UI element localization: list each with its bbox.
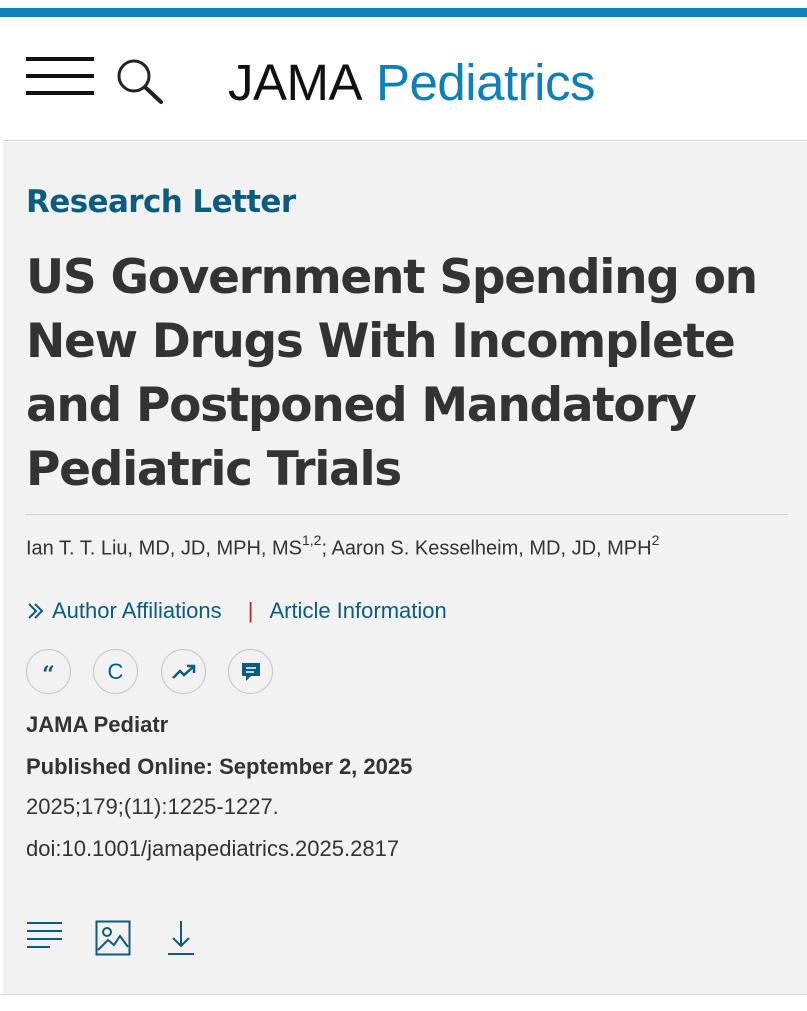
search-icon[interactable] bbox=[115, 57, 165, 105]
logo-pediatrics: Pediatrics bbox=[376, 54, 595, 111]
article-information-link[interactable]: Article Information bbox=[269, 598, 447, 623]
author-affiliations-label: Author Affiliations bbox=[52, 598, 222, 623]
download-icon[interactable] bbox=[166, 920, 196, 960]
permissions-icon: C bbox=[107, 658, 124, 684]
hamburger-menu-icon[interactable] bbox=[26, 57, 94, 97]
article-type-label: Research Letter bbox=[26, 184, 296, 220]
page-title: US Government Spending on New Drugs With… bbox=[26, 250, 758, 497]
metrics-icon bbox=[171, 664, 195, 679]
top-accent-bar bbox=[0, 8, 807, 17]
double-chevron-right-icon bbox=[28, 603, 44, 619]
author-name[interactable]: Ian T. T. Liu, MD, JD, MPH, MS bbox=[26, 537, 302, 560]
comment-button[interactable] bbox=[228, 649, 273, 694]
author-affiliations-link[interactable]: Author Affiliations bbox=[26, 598, 228, 623]
cite-icon: “ bbox=[42, 661, 55, 688]
full-text-icon[interactable] bbox=[26, 920, 64, 954]
published-date: Published Online: September 2, 2025 bbox=[26, 754, 413, 779]
metrics-button[interactable] bbox=[161, 649, 206, 694]
author-name[interactable]: Aaron S. Kesselheim, MD, JD, MPH bbox=[331, 537, 652, 560]
logo-jama: JAMA bbox=[228, 54, 363, 111]
doi[interactable]: doi:10.1001/jamapediatrics.2025.2817 bbox=[26, 836, 400, 861]
article-links-row: Author Affiliations | Article Information bbox=[26, 598, 447, 624]
citation: 2025;179;(11):1225-1227. bbox=[26, 794, 279, 819]
site-header: JAMA Pediatrics bbox=[3, 17, 807, 141]
comment-icon bbox=[241, 662, 260, 681]
journal-logo[interactable]: JAMA Pediatrics bbox=[228, 53, 595, 113]
author-affiliation-ref: 1,2 bbox=[302, 532, 322, 548]
journal-name: JAMA Pediatr bbox=[26, 712, 169, 737]
figures-icon[interactable] bbox=[95, 920, 131, 960]
author-affiliation-ref: 2 bbox=[651, 532, 660, 548]
page-footer-edge bbox=[0, 994, 807, 1011]
author-separator: ; bbox=[321, 537, 332, 560]
permissions-button[interactable]: C bbox=[93, 649, 138, 694]
author-list: Ian T. T. Liu, MD, JD, MPH, MS1,2; Aaron… bbox=[26, 532, 791, 561]
title-divider bbox=[26, 514, 788, 515]
cite-button[interactable]: “ bbox=[26, 649, 71, 694]
link-separator: | bbox=[247, 598, 254, 623]
article-header: Research Letter US Government Spending o… bbox=[3, 142, 807, 994]
